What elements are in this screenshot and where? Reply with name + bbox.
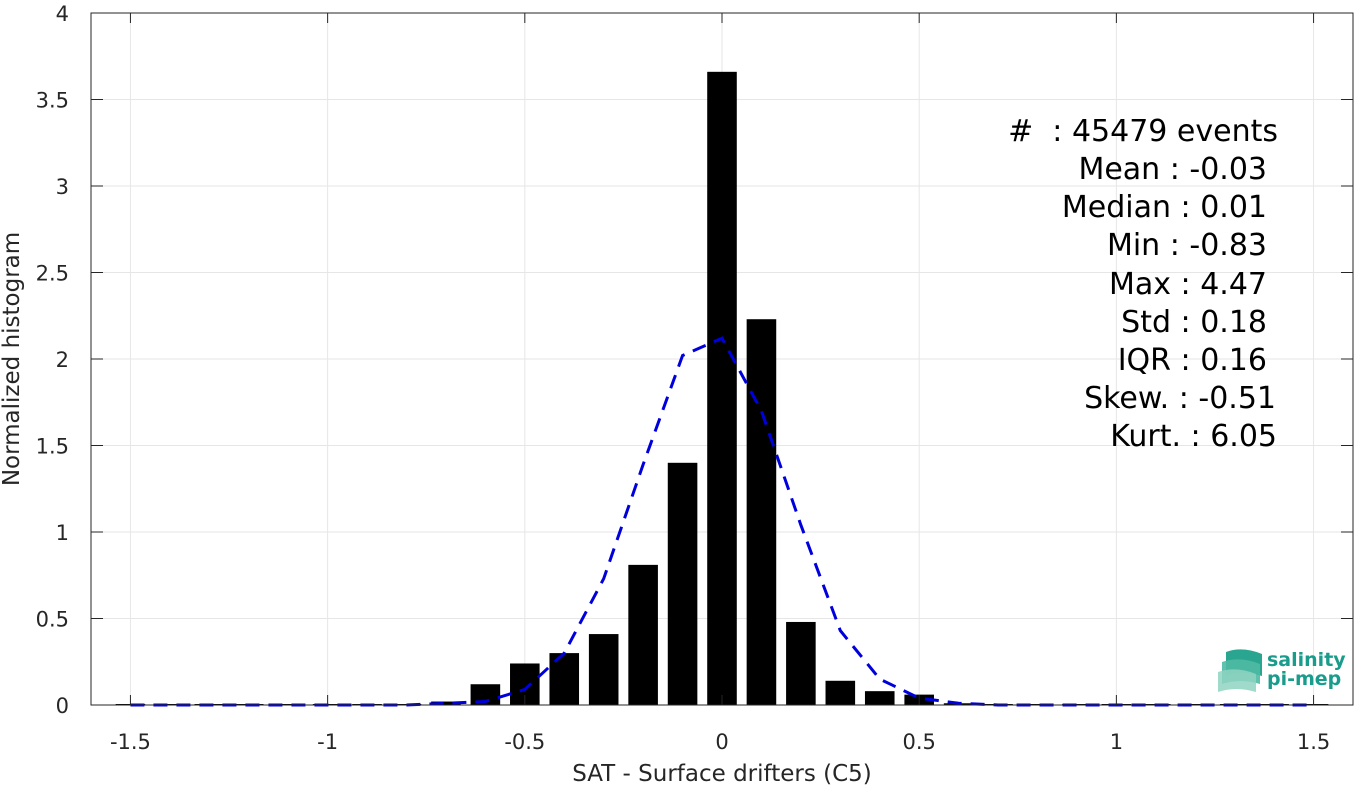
histogram-bar [825,680,856,705]
x-tick-label: -1 [317,730,338,754]
logo-line-2: pi-mep [1267,668,1341,690]
histogram-bar [549,653,580,705]
stat-std: Std : 0.18 [1121,305,1267,340]
y-tick-label: 2 [56,348,69,372]
y-tick-labels: 0 0.5 1 1.5 2 2.5 3 3.5 4 [36,2,69,718]
histogram-bar [588,634,619,705]
x-axis-label: SAT - Surface drifters (C5) [572,761,872,785]
stat-kurt: Kurt. : 6.05 [1110,419,1277,454]
y-tick-label: 2.5 [36,262,69,286]
axis-ticks [91,12,1353,706]
salinity-pi-mep-logo: salinity pi-mep [1218,649,1346,692]
histogram-bar [667,462,698,705]
y-tick-label: 4 [56,2,69,26]
wave-layers-icon [1218,649,1262,692]
stat-max: Max : 4.47 [1109,267,1267,302]
histogram-bar [864,691,895,705]
y-tick-label: 0 [56,694,69,718]
stat-skew: Skew. : -0.51 [1084,381,1276,416]
x-tick-label: 1 [1110,730,1123,754]
histogram-bar [470,684,501,705]
x-tick-label: -1.5 [110,730,151,754]
histogram-bar [431,701,461,705]
stat-count: # : 45479 events [1008,114,1278,149]
y-tick-label: 3.5 [36,89,69,113]
y-tick-label: 1 [56,521,69,545]
histogram-bar [786,621,816,705]
stat-median: Median : 0.01 [1062,190,1267,225]
x-tick-label: 0 [715,730,728,754]
histogram-bar [707,71,737,705]
x-tick-label: -0.5 [504,730,545,754]
histogram-bars [115,71,1329,705]
y-tick-label: 3 [56,175,69,199]
x-tick-label: 0.5 [902,730,935,754]
stat-min: Min : -0.83 [1107,228,1267,263]
y-axis-label: Normalized histogram [0,232,25,486]
y-tick-label: 0.5 [36,608,69,632]
stats-box: # : 45479 events Mean : -0.03 Median : 0… [1008,114,1278,454]
histogram-bar [628,564,658,705]
x-tick-label: 1.5 [1297,730,1330,754]
stat-iqr: IQR : 0.16 [1118,343,1267,378]
y-tick-label: 1.5 [36,435,69,459]
x-tick-labels: -1.5 -1 -0.5 0 0.5 1 1.5 [110,730,1330,754]
histogram-bar [746,319,777,705]
stat-mean: Mean : -0.03 [1078,152,1267,187]
logo-line-1: salinity [1267,649,1346,671]
